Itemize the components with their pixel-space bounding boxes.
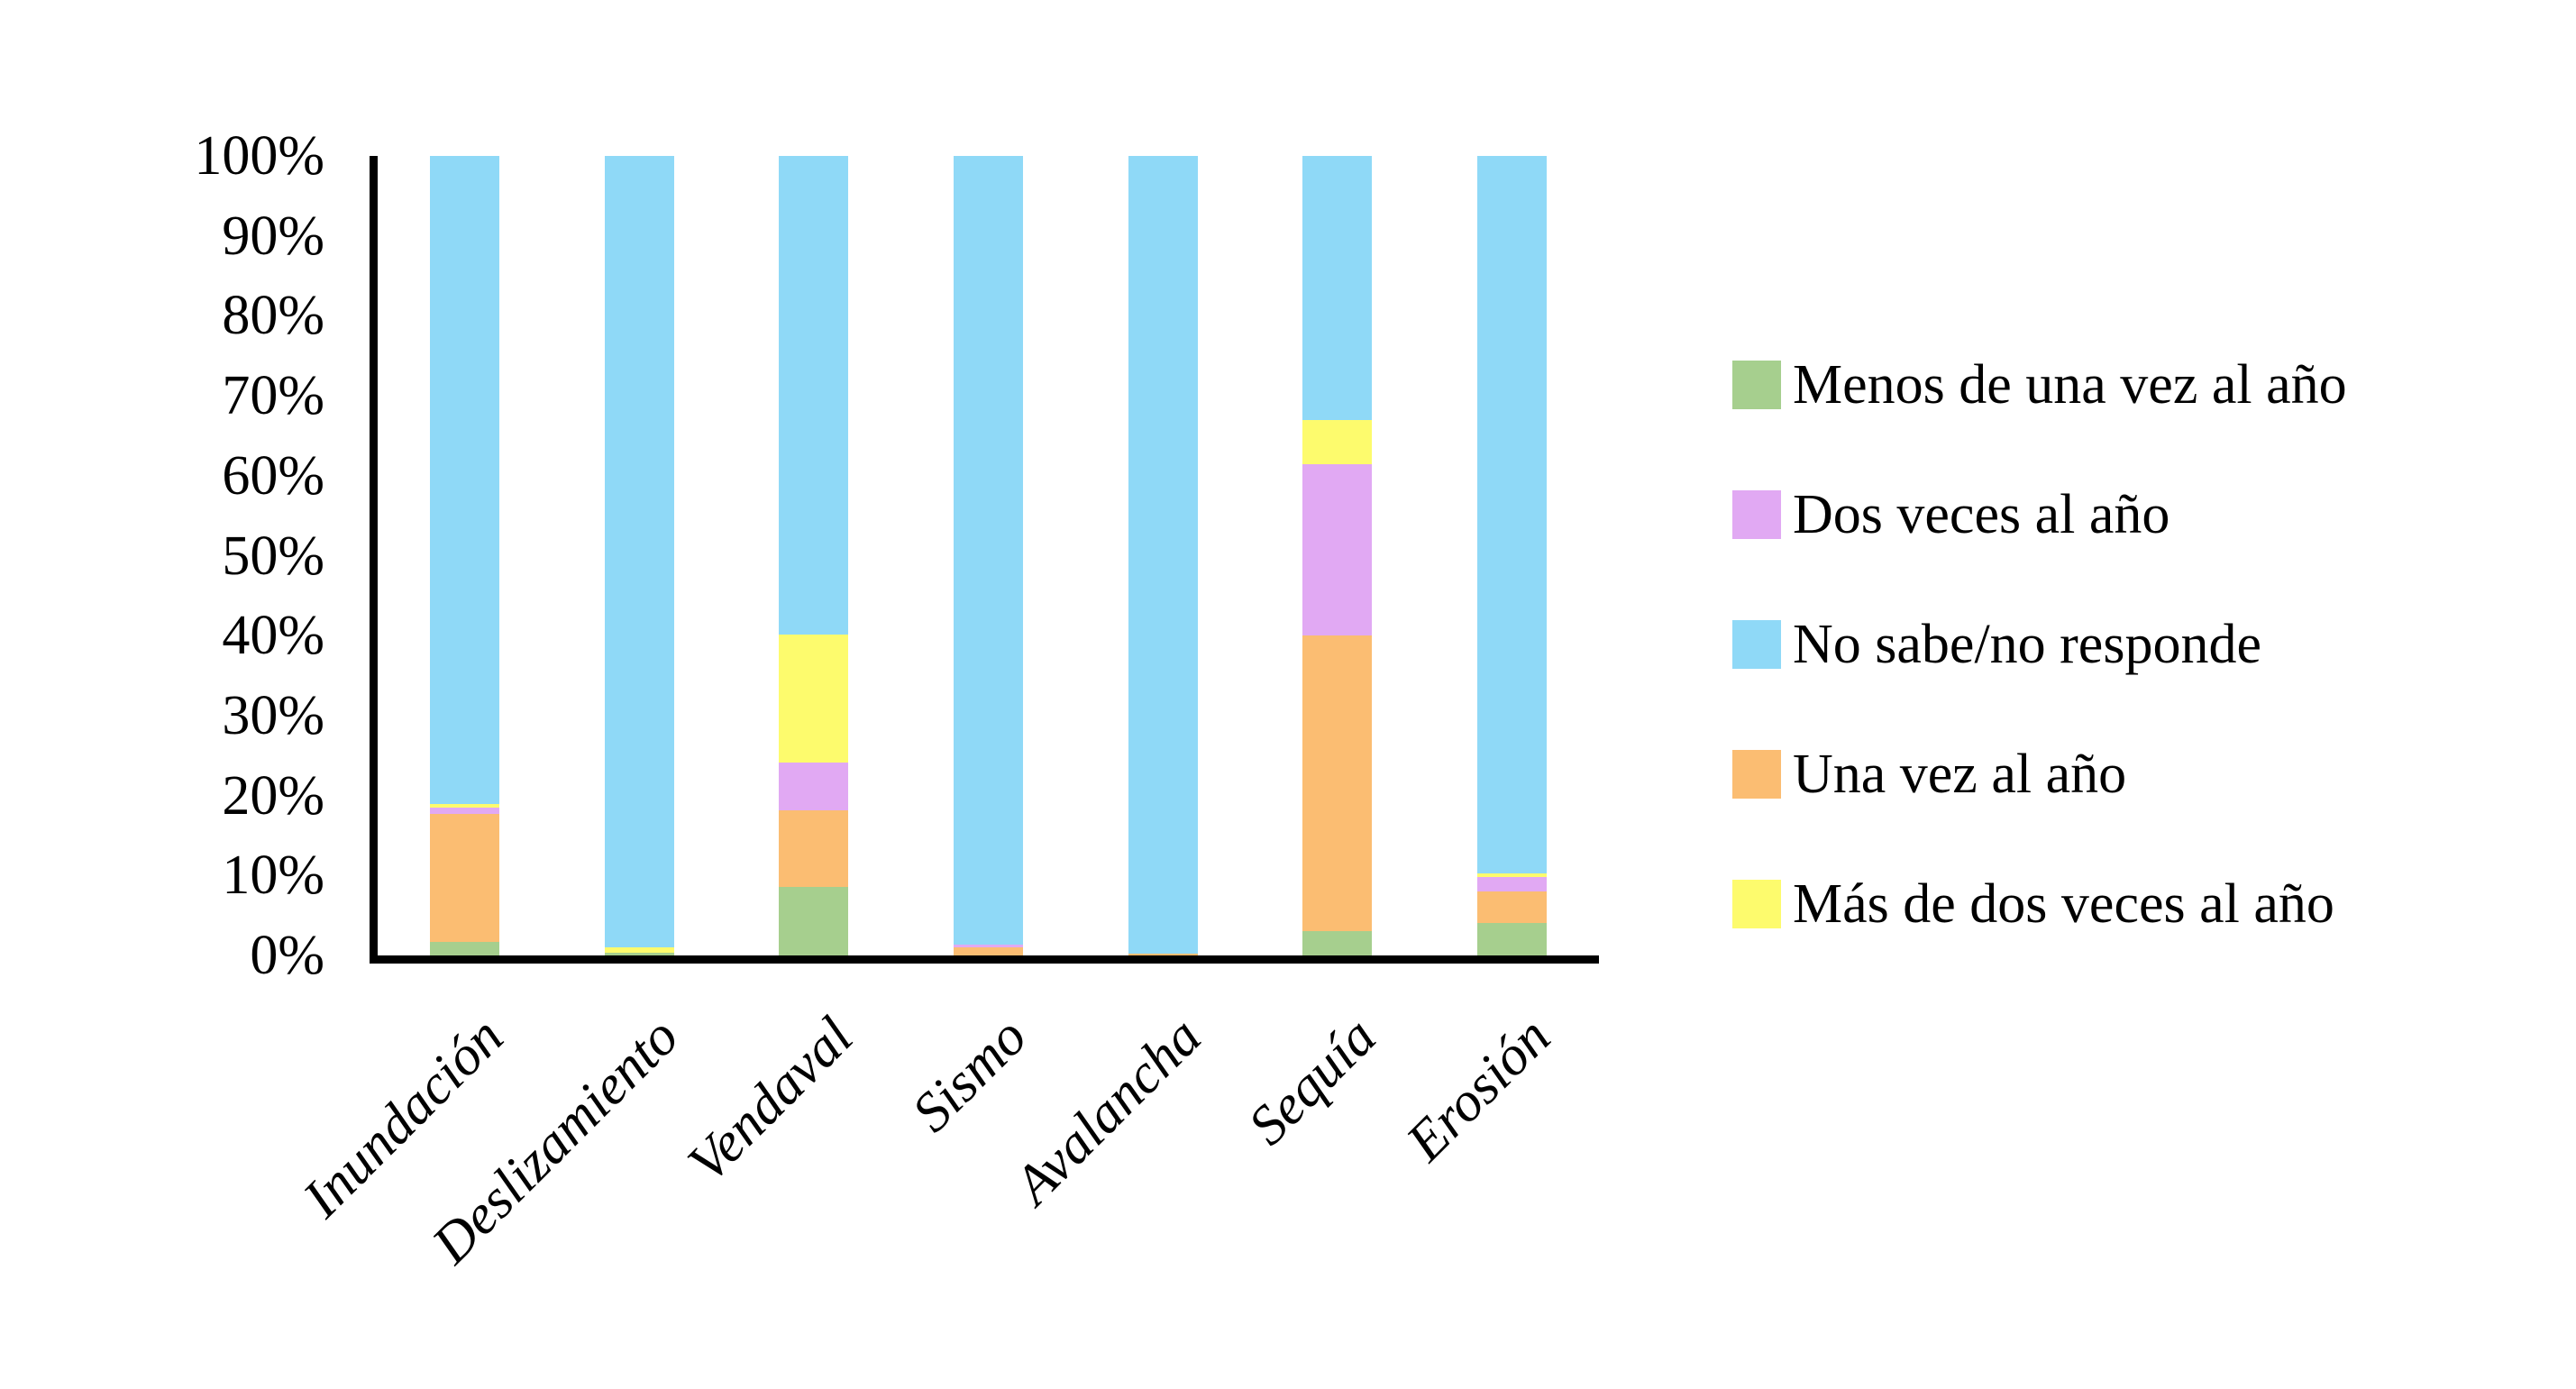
legend-item: Menos de una vez al año <box>1732 357 2347 413</box>
legend-label: Menos de una vez al año <box>1793 354 2347 416</box>
y-tick-label: 0% <box>250 925 324 986</box>
bar-sequía <box>1302 156 1373 955</box>
bar-segment <box>954 156 1024 945</box>
bar-segment <box>954 944 1024 948</box>
bar-deslizamiento <box>604 156 674 955</box>
bar-segment <box>1128 954 1198 955</box>
y-tick-label: 20% <box>222 764 324 827</box>
x-axis-label: Avalancha <box>1002 1005 1214 1217</box>
bar-segment <box>1476 156 1547 873</box>
bar-segment <box>430 803 500 808</box>
x-axis-label: Sismo <box>900 1005 1039 1144</box>
bar-slot <box>1424 156 1599 955</box>
bar-inundación <box>430 156 500 955</box>
legend-label: Dos veces al año <box>1793 484 2170 545</box>
bar-segment <box>1302 419 1373 465</box>
plot-area <box>370 156 1599 964</box>
bar-segment <box>1476 877 1547 892</box>
legend-swatch <box>1732 361 1781 409</box>
bar-segment <box>1302 931 1373 955</box>
x-axis-label: Erosión <box>1394 1005 1563 1174</box>
y-tick-label: 60% <box>222 444 324 507</box>
bar-segment <box>430 814 500 942</box>
bar-segment <box>1476 891 1547 923</box>
bar-segment <box>1302 156 1373 420</box>
legend-label: Una vez al año <box>1793 744 2127 805</box>
bar-segment <box>604 947 674 954</box>
y-tick-label: 70% <box>222 365 324 427</box>
legend-item: Dos veces al año <box>1732 487 2347 543</box>
legend-swatch <box>1732 620 1781 669</box>
bar-segment <box>430 156 500 804</box>
y-axis: 100% 90% 80% 70% 60% 50% 40% 30% 20% 10% 0% <box>0 128 350 983</box>
legend-item: Más de dos veces al año <box>1732 876 2347 932</box>
bar-slot <box>1075 156 1250 955</box>
bar-segment <box>1302 635 1373 932</box>
bar-segment <box>604 156 674 948</box>
bar-segment <box>430 941 500 955</box>
bar-segment <box>430 807 500 815</box>
bar-slot <box>378 156 553 955</box>
legend: Menos de una vez al año Dos veces al año N… <box>1732 357 2347 1006</box>
bars-container <box>378 156 1599 955</box>
legend-swatch <box>1732 490 1781 539</box>
bar-vendaval <box>779 156 849 955</box>
y-tick-label: 50% <box>222 525 324 587</box>
bar-segment <box>779 810 849 887</box>
y-tick-label: 40% <box>222 605 324 667</box>
bar-sismo <box>954 156 1024 955</box>
y-tick-label: 10% <box>222 845 324 907</box>
legend-item: No sabe/no responde <box>1732 617 2347 672</box>
bar-avalancha <box>1128 156 1198 955</box>
legend-label: Más de dos veces al año <box>1793 873 2334 935</box>
y-tick-label: 80% <box>222 285 324 347</box>
bar-segment <box>604 953 674 955</box>
x-axis-label: Sequía <box>1237 1005 1388 1157</box>
bar-erosión <box>1476 156 1547 955</box>
bar-segment <box>1302 464 1373 636</box>
y-tick-label: 30% <box>222 684 324 746</box>
legend-swatch <box>1732 880 1781 928</box>
bar-segment <box>779 635 849 763</box>
bar-segment <box>779 156 849 635</box>
bar-slot <box>553 156 727 955</box>
y-tick-label: 90% <box>222 205 324 267</box>
legend-swatch <box>1732 750 1781 799</box>
bar-segment <box>1128 156 1198 955</box>
legend-item: Una vez al año <box>1732 746 2347 802</box>
bar-segment <box>779 886 849 955</box>
bar-segment <box>779 763 849 811</box>
x-axis-label: Vendaval <box>676 1005 864 1194</box>
bar-slot <box>726 156 901 955</box>
bar-slot <box>901 156 1076 955</box>
bar-slot <box>1250 156 1425 955</box>
legend-label: No sabe/no responde <box>1793 614 2261 675</box>
y-tick-label: 100% <box>194 125 324 187</box>
bar-segment <box>1476 922 1547 955</box>
bar-segment <box>1476 873 1547 878</box>
bar-segment <box>954 947 1024 955</box>
